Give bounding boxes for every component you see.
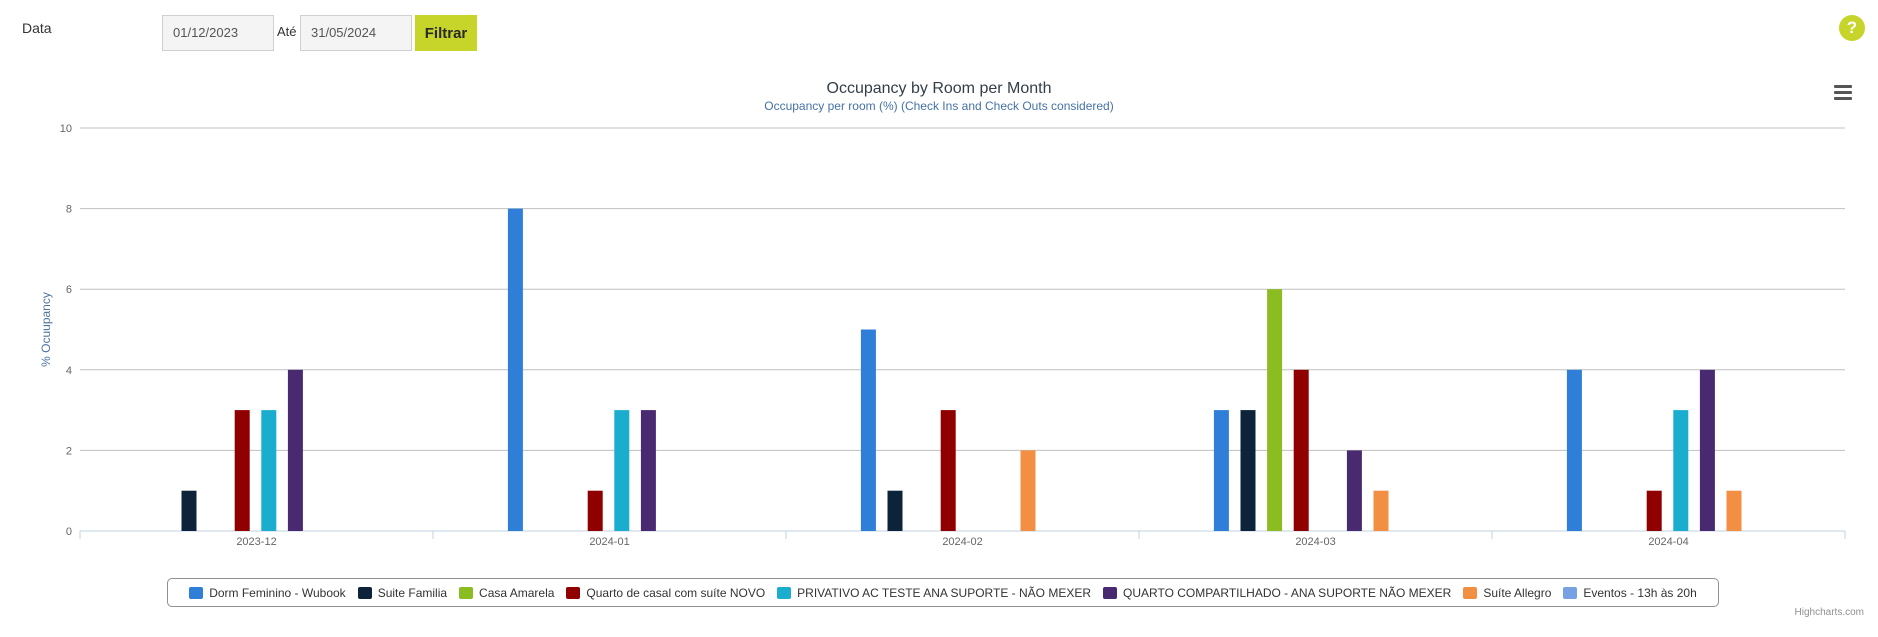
x-tick-label: 2023-12 <box>236 536 276 548</box>
legend-label: PRIVATIVO AC TESTE ANA SUPORTE - NÃO MEX… <box>797 585 1092 600</box>
legend-item[interactable]: Eventos - 13h às 20h <box>1563 585 1697 600</box>
legend-label: Casa Amarela <box>479 585 555 600</box>
legend-item[interactable]: Quarto de casal com suíte NOVO <box>566 586 765 600</box>
y-tick-label: 10 <box>60 123 72 135</box>
bar <box>1213 410 1229 531</box>
bar <box>1646 490 1662 531</box>
legend-item[interactable]: Casa Amarela <box>459 586 554 600</box>
x-tick-label: 2024-04 <box>1648 536 1688 548</box>
y-axis-title: % Ocuupancy <box>39 292 53 367</box>
filter-bar: Data 01/12/2023 Até 31/05/2024 Filtrar <box>0 0 1878 60</box>
bar <box>640 410 656 531</box>
chart-title: Occupancy by Room per Month <box>826 80 1052 97</box>
x-tick-label: 2024-03 <box>1295 536 1335 548</box>
bar <box>287 369 303 531</box>
y-tick-label: 4 <box>66 365 72 377</box>
date-from-input[interactable]: 01/12/2023 <box>162 15 274 51</box>
x-tick-label: 2024-02 <box>942 536 982 548</box>
legend-swatch <box>459 586 474 599</box>
bar <box>887 490 903 531</box>
date-filter-label: Data <box>22 20 52 36</box>
legend-swatch <box>566 586 581 599</box>
legend-label: Dorm Feminino - Wubook <box>209 585 346 600</box>
legend-item[interactable]: PRIVATIVO AC TESTE ANA SUPORTE - NÃO MEX… <box>777 586 1091 600</box>
y-tick-label: 8 <box>66 204 72 216</box>
date-to-input[interactable]: 31/05/2024 <box>300 15 412 51</box>
bar <box>1020 450 1036 531</box>
bar <box>940 410 956 531</box>
legend-item[interactable]: Suíte Allegro <box>1463 586 1551 600</box>
highcharts-credits[interactable]: Highcharts.com <box>1794 607 1864 618</box>
legend-swatch <box>1563 586 1578 599</box>
bar <box>1240 410 1256 531</box>
bar <box>1699 369 1715 531</box>
bar <box>614 410 630 531</box>
y-tick-label: 6 <box>66 284 72 296</box>
legend-item[interactable]: Suite Familia <box>357 585 448 600</box>
legend-swatch <box>777 586 792 599</box>
legend-item[interactable]: Dorm Feminino - Wubook <box>189 586 346 600</box>
chart-subtitle: Occupancy per room (%) (Check Ins and Ch… <box>764 99 1114 113</box>
filter-button[interactable]: Filtrar <box>415 15 477 51</box>
bar <box>1726 490 1742 531</box>
bar <box>1673 410 1689 531</box>
bar <box>234 410 250 531</box>
bar <box>1566 369 1582 531</box>
bar <box>1267 289 1283 531</box>
legend-label: QUARTO COMPARTILHADO - ANA SUPORTE NÃO M… <box>1123 585 1452 600</box>
y-tick-label: 0 <box>66 526 72 538</box>
bar <box>860 329 876 531</box>
bar <box>181 490 197 531</box>
bar <box>261 410 277 531</box>
legend-swatch <box>357 586 372 599</box>
legend-label: Suite Familia <box>377 585 448 600</box>
ate-label: Até <box>277 24 297 39</box>
hamburger-menu-icon[interactable] <box>1834 85 1852 101</box>
legend-label: Quarto de casal com suíte NOVO <box>586 585 766 600</box>
help-icon[interactable]: ? <box>1839 15 1865 41</box>
bar <box>587 490 603 531</box>
legend-label: Eventos - 13h às 20h <box>1583 585 1697 600</box>
bar <box>507 208 523 531</box>
legend-label: Suíte Allegro <box>1483 585 1552 600</box>
legend-swatch <box>189 586 204 599</box>
legend-swatch <box>1463 586 1478 599</box>
x-tick-label: 2024-01 <box>589 536 629 548</box>
bar <box>1346 450 1362 531</box>
legend-swatch <box>1103 586 1118 599</box>
y-tick-label: 2 <box>66 445 72 457</box>
chart-legend: Dorm Feminino - Wubook Suite Familia Casa … <box>167 578 1719 607</box>
legend-item[interactable]: QUARTO COMPARTILHADO - ANA SUPORTE NÃO M… <box>1103 586 1451 600</box>
bar <box>1373 490 1389 531</box>
bar <box>1293 369 1309 531</box>
